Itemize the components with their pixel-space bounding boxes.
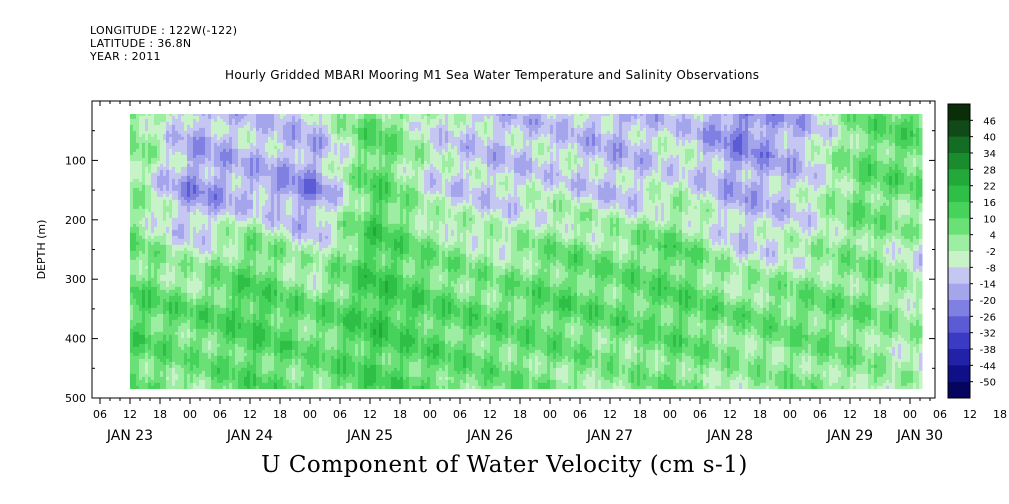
x-day-label: JAN 23 [106, 428, 153, 444]
colorbar-swatch [948, 137, 970, 154]
x-hour-tick-label: 12 [723, 408, 737, 421]
colorbar-tick-label: -20 [980, 296, 996, 307]
x-hour-tick-label: 12 [843, 408, 857, 421]
colorbar-swatch [948, 186, 970, 203]
colorbar-swatch [948, 382, 970, 399]
x-hour-tick-label: 18 [273, 408, 287, 421]
colorbar-swatch [948, 251, 970, 268]
colorbar-swatch [948, 284, 970, 301]
x-day-label: JAN 29 [826, 428, 873, 444]
x-day-label: JAN 28 [706, 428, 753, 444]
colorbar-swatch [948, 333, 970, 350]
y-tick-label: 100 [65, 154, 86, 167]
x-hour-tick-label: 18 [393, 408, 407, 421]
x-hour-tick-label: 00 [783, 408, 797, 421]
x-hour-tick-label: 06 [573, 408, 587, 421]
colorbar: 46 40 34 28 22 16 10 4 -2 -8 -14 -20 -26 -32 -38 -44 -50 [948, 104, 996, 398]
y-tick-label: 400 [65, 333, 86, 346]
velocity-field [130, 113, 923, 396]
colorbar-tick-label: 4 [990, 231, 996, 242]
colorbar-swatch [948, 104, 970, 121]
x-hour-tick-label: 00 [423, 408, 437, 421]
x-hour-tick-label: 00 [183, 408, 197, 421]
x-hour-tick-label: 18 [873, 408, 887, 421]
x-hour-tick-label: 18 [633, 408, 647, 421]
x-hour-tick-label: 00 [903, 408, 917, 421]
x-hour-tick-label: 06 [333, 408, 347, 421]
colorbar-swatch [948, 349, 970, 366]
y-tick-label: 200 [65, 214, 86, 227]
colorbar-tick-label: -14 [980, 280, 996, 291]
colorbar-swatch [948, 218, 970, 235]
x-day-label: JAN 27 [586, 428, 633, 444]
x-hour-tick-label: 00 [663, 408, 677, 421]
colorbar-tick-label: 22 [983, 182, 996, 193]
x-day-label: JAN 26 [466, 428, 513, 444]
colorbar-tick-label: 40 [983, 133, 996, 144]
colorbar-swatch [948, 153, 970, 170]
colorbar-swatch [948, 235, 970, 252]
colorbar-tick-label: -2 [986, 247, 996, 258]
colorbar-tick-label: 10 [983, 214, 996, 225]
x-hour-tick-label: 12 [123, 408, 137, 421]
colorbar-swatch [948, 169, 970, 186]
x-hour-tick-label: 18 [753, 408, 767, 421]
y-axis-label: DEPTH (m) [35, 220, 48, 280]
x-hour-tick-label: 12 [963, 408, 977, 421]
colorbar-swatch [948, 300, 970, 317]
colorbar-swatch [948, 120, 970, 137]
x-hour-tick-label: 06 [453, 408, 467, 421]
colorbar-tick-label: 46 [983, 116, 996, 127]
x-hour-tick-label: 12 [483, 408, 497, 421]
colorbar-tick-label: -8 [986, 263, 996, 274]
colorbar-swatch [948, 202, 970, 219]
x-hour-tick-label: 06 [933, 408, 947, 421]
colorbar-tick-label: -44 [980, 361, 996, 372]
colorbar-swatch [948, 316, 970, 333]
colorbar-tick-label: -50 [980, 378, 996, 389]
x-hour-tick-label: 06 [213, 408, 227, 421]
x-hour-tick-label: 06 [813, 408, 827, 421]
x-hour-tick-label: 12 [243, 408, 257, 421]
x-hour-tick-label: 12 [363, 408, 377, 421]
x-hour-tick-label: 18 [513, 408, 527, 421]
x-day-label: JAN 25 [346, 428, 393, 444]
colorbar-tick-label: -26 [980, 312, 996, 323]
colorbar-tick-label: 16 [983, 198, 996, 209]
x-hour-tick-label: 06 [93, 408, 107, 421]
colorbar-tick-label: -32 [980, 329, 996, 340]
colorbar-tick-label: 34 [983, 149, 996, 160]
colorbar-swatch [948, 267, 970, 284]
colorbar-tick-label: -38 [980, 345, 996, 356]
y-tick-label: 300 [65, 273, 86, 286]
colorbar-tick-label: 28 [983, 165, 996, 176]
variable-caption: U Component of Water Velocity (cm s-1) [0, 452, 1009, 478]
x-hour-tick-label: 18 [993, 408, 1007, 421]
x-hour-tick-label: 06 [693, 408, 707, 421]
x-hour-tick-label: 12 [603, 408, 617, 421]
y-tick-label: 500 [65, 392, 86, 405]
x-day-label: JAN 24 [226, 428, 273, 444]
chart-figure: 06 12 18 00 06 12 18 00 06 12 18 00 06 12 18 00 06 12 18 00… [0, 0, 1009, 504]
colorbar-swatch [948, 365, 970, 382]
x-day-label: JAN 30 [896, 428, 943, 444]
x-hour-tick-label: 00 [303, 408, 317, 421]
x-hour-tick-label: 18 [153, 408, 167, 421]
x-hour-tick-label: 00 [543, 408, 557, 421]
